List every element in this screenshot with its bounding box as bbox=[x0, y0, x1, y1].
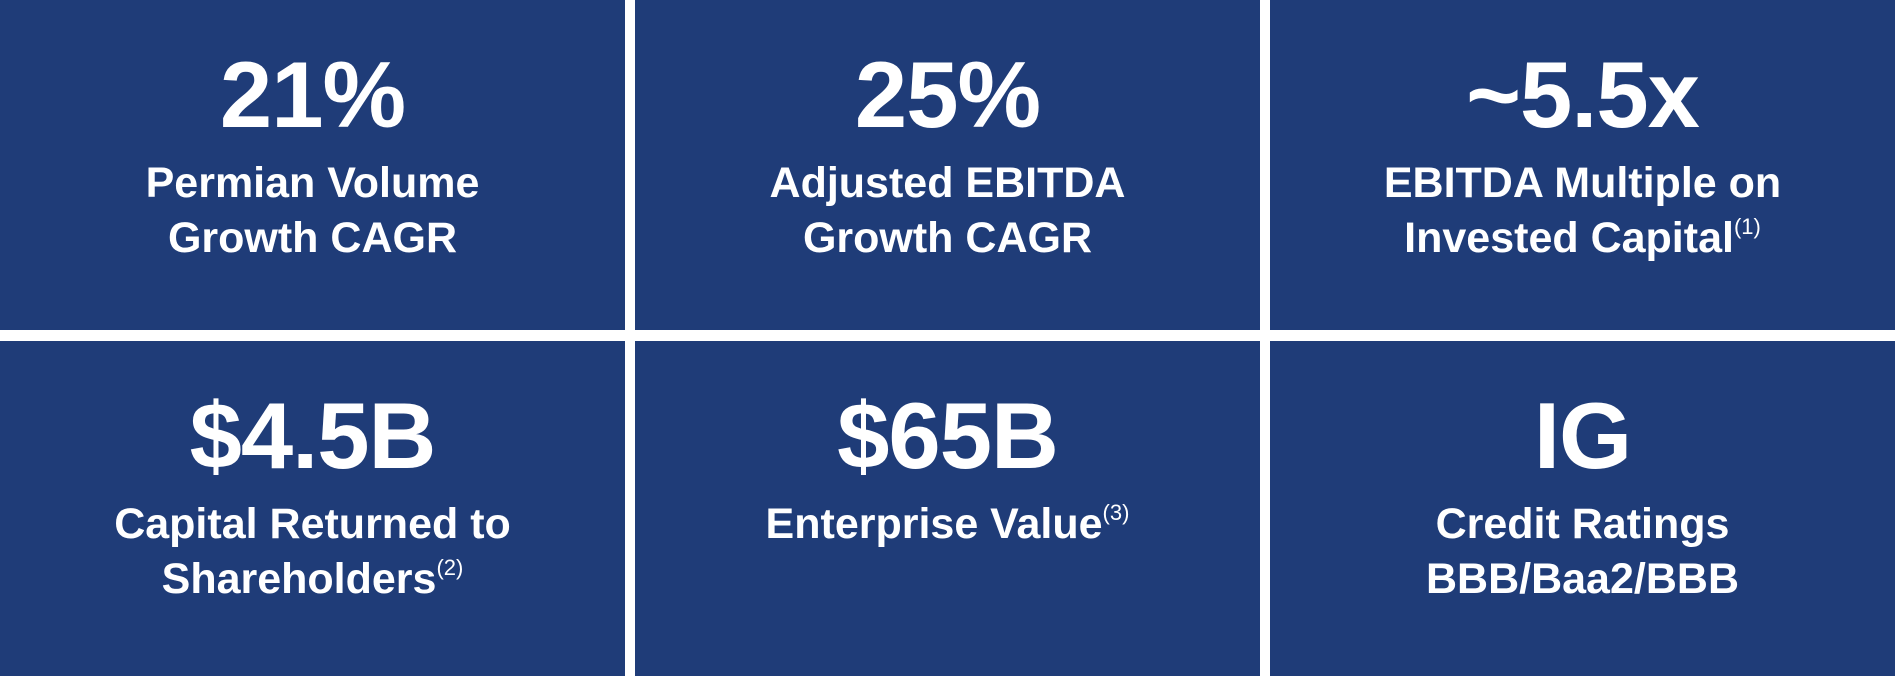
metric-tile: ~5.5x EBITDA Multiple on Invested Capital(… bbox=[1270, 0, 1895, 330]
metric-tile: 21% Permian Volume Growth CAGR bbox=[0, 0, 625, 330]
label-text: Permian Volume bbox=[145, 159, 480, 207]
metric-label: Adjusted EBITDA Growth CAGR bbox=[635, 156, 1260, 266]
label-line: Capital Returned to bbox=[0, 497, 625, 552]
label-line: Invested Capital(1) bbox=[1270, 211, 1895, 266]
metric-label: Enterprise Value(3) bbox=[635, 497, 1260, 552]
label-text: Shareholders bbox=[161, 555, 437, 603]
label-line: Permian Volume bbox=[0, 156, 625, 211]
label-line: BBB/Baa2/BBB bbox=[1270, 552, 1895, 607]
metric-tile: IG Credit Ratings BBB/Baa2/BBB bbox=[1270, 341, 1895, 676]
label-text: BBB/Baa2/BBB bbox=[1425, 555, 1739, 603]
label-text: Enterprise Value bbox=[765, 500, 1103, 548]
label-line: EBITDA Multiple on bbox=[1270, 156, 1895, 211]
label-text: EBITDA Multiple on bbox=[1383, 159, 1782, 207]
metric-label: Permian Volume Growth CAGR bbox=[0, 156, 625, 266]
label-text: Invested Capital bbox=[1404, 214, 1734, 262]
label-text: Capital Returned to bbox=[114, 500, 511, 548]
label-text: Adjusted EBITDA bbox=[769, 159, 1126, 207]
label-line: Shareholders(2) bbox=[0, 552, 625, 607]
footnote-marker: (2) bbox=[436, 555, 464, 580]
metric-value: 25% bbox=[854, 42, 1041, 147]
metric-value: $4.5B bbox=[189, 383, 437, 488]
metric-value: IG bbox=[1533, 383, 1632, 488]
metric-tile: 25% Adjusted EBITDA Growth CAGR bbox=[635, 0, 1260, 330]
metric-value: $65B bbox=[837, 383, 1059, 488]
metric-label: Credit Ratings BBB/Baa2/BBB bbox=[1270, 497, 1895, 607]
metric-tile: $4.5B Capital Returned to Shareholders(2) bbox=[0, 341, 625, 676]
metric-value: 21% bbox=[219, 42, 406, 147]
metric-label: Capital Returned to Shareholders(2) bbox=[0, 497, 625, 607]
label-line: Growth CAGR bbox=[635, 211, 1260, 266]
label-text: Growth CAGR bbox=[802, 214, 1093, 262]
label-line: Credit Ratings bbox=[1270, 497, 1895, 552]
metric-value: ~5.5x bbox=[1466, 42, 1700, 147]
metric-label: EBITDA Multiple on Invested Capital(1) bbox=[1270, 156, 1895, 266]
label-line: Adjusted EBITDA bbox=[635, 156, 1260, 211]
label-line: Growth CAGR bbox=[0, 211, 625, 266]
label-line: Enterprise Value(3) bbox=[635, 497, 1260, 552]
label-text: Credit Ratings bbox=[1435, 500, 1730, 548]
footnote-marker: (3) bbox=[1102, 500, 1130, 525]
metric-tile: $65B Enterprise Value(3) bbox=[635, 341, 1260, 676]
label-text: Growth CAGR bbox=[167, 214, 458, 262]
footnote-marker: (1) bbox=[1733, 214, 1761, 239]
